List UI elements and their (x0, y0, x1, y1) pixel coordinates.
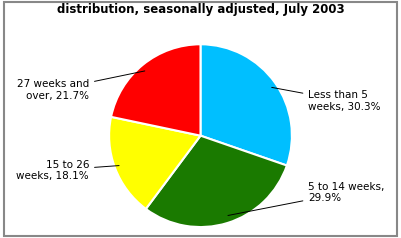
Wedge shape (111, 44, 200, 136)
Title: Unemployed persons by duration of unemployment, percent
distribution, seasonally: Unemployed persons by duration of unempl… (0, 0, 401, 16)
Wedge shape (200, 44, 292, 166)
Wedge shape (146, 136, 287, 227)
Text: 5 to 14 weeks,
29.9%: 5 to 14 weeks, 29.9% (228, 182, 385, 215)
Text: 27 weeks and
over, 21.7%: 27 weeks and over, 21.7% (17, 71, 145, 101)
Text: 15 to 26
weeks, 18.1%: 15 to 26 weeks, 18.1% (16, 160, 119, 181)
Wedge shape (109, 117, 200, 209)
Text: Less than 5
weeks, 30.3%: Less than 5 weeks, 30.3% (272, 87, 381, 112)
